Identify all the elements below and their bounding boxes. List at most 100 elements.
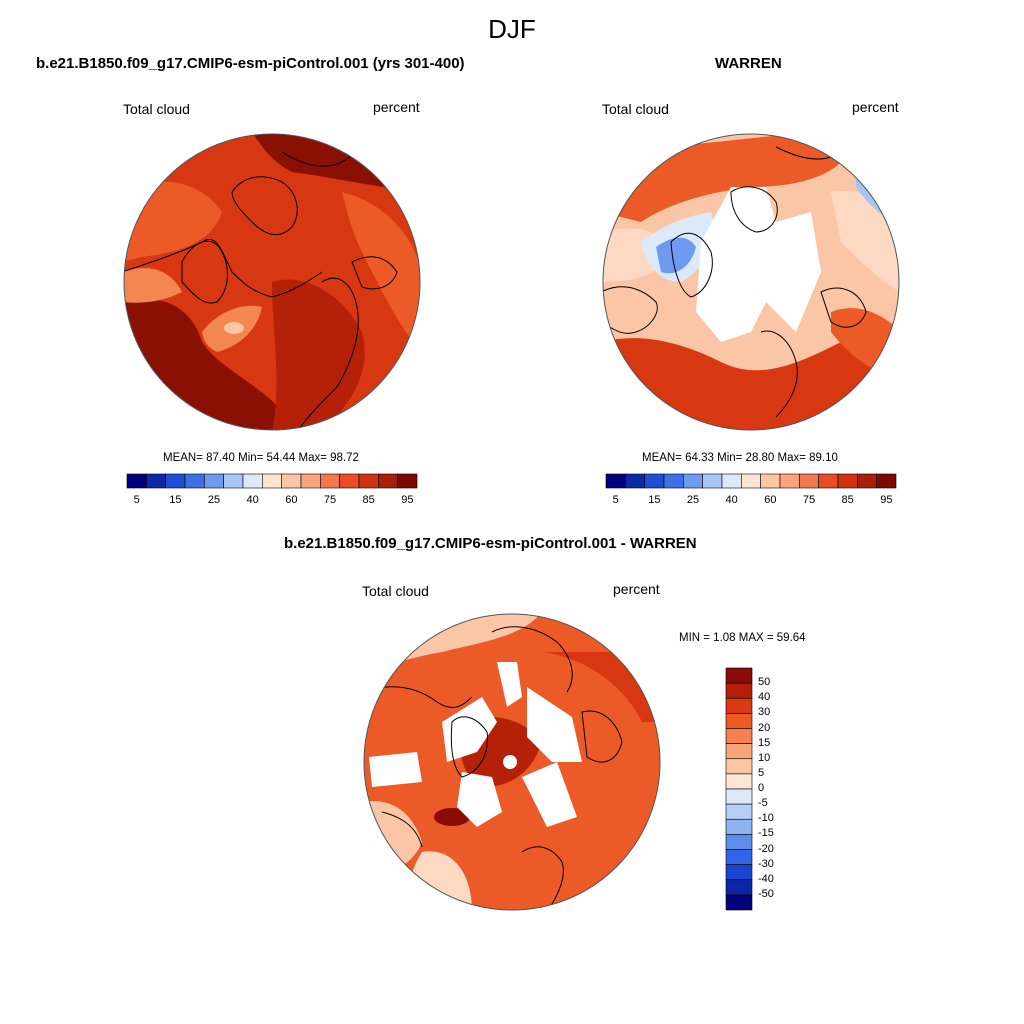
colorbar-tick-label: 5 bbox=[758, 766, 765, 779]
colorbar-swatch bbox=[378, 473, 398, 489]
colorbar-tick-label: 20 bbox=[758, 721, 771, 734]
diff-field-nodata-6 bbox=[522, 762, 577, 827]
colorbar-tick-label: 75 bbox=[323, 494, 337, 506]
colorbar-swatch bbox=[165, 473, 186, 489]
colorbar-swatch bbox=[184, 473, 205, 489]
colorbar-swatch bbox=[857, 473, 877, 489]
colorbar-tick-label: -40 bbox=[758, 872, 774, 885]
panel-diff-units-label: percent bbox=[613, 581, 660, 597]
colorbar-swatch bbox=[725, 894, 753, 911]
model-field-greenland-core bbox=[224, 322, 244, 334]
panel-obs-colorbar bbox=[605, 473, 897, 489]
colorbar-swatch bbox=[721, 473, 742, 489]
colorbar-tick-label: 40 bbox=[246, 494, 259, 506]
colorbar-tick-label: 5 bbox=[133, 494, 140, 506]
colorbar-swatch bbox=[725, 788, 753, 805]
colorbar-swatch bbox=[358, 473, 379, 489]
panel-model-title: b.e21.B1850.f09_g17.CMIP6-esm-piControl.… bbox=[36, 55, 465, 72]
colorbar-swatch bbox=[725, 682, 753, 699]
colorbar-swatch bbox=[300, 473, 321, 489]
colorbar-tick-label: 85 bbox=[841, 494, 854, 506]
panel-obs-units-label: percent bbox=[852, 99, 899, 115]
colorbar-swatch bbox=[242, 473, 263, 489]
colorbar-tick-label: 25 bbox=[686, 494, 700, 506]
colorbar-tick-label: -5 bbox=[758, 797, 768, 810]
colorbar-swatch bbox=[126, 473, 147, 489]
colorbar-swatch bbox=[644, 473, 665, 489]
colorbar-tick-label: 25 bbox=[207, 494, 221, 506]
colorbar-swatch bbox=[725, 834, 753, 850]
model-field-central-dark bbox=[272, 279, 365, 430]
colorbar-swatch bbox=[625, 473, 645, 489]
colorbar-swatch bbox=[725, 818, 753, 835]
diff-field-nodata-4 bbox=[369, 752, 422, 787]
colorbar-tick-label: 40 bbox=[758, 691, 771, 704]
panel-model-stats: MEAN= 87.40 Min= 54.44 Max= 98.72 bbox=[163, 452, 359, 464]
diff-field-pole-hole bbox=[503, 755, 517, 769]
colorbar-swatch bbox=[725, 758, 753, 775]
colorbar-tick-label: 30 bbox=[758, 706, 771, 719]
model-field-left-pale bbox=[124, 268, 182, 303]
colorbar-swatch bbox=[725, 864, 753, 881]
colorbar-swatch bbox=[779, 473, 800, 489]
colorbar-swatch bbox=[683, 473, 703, 489]
panel-obs-variable-label: Total cloud bbox=[602, 101, 669, 117]
colorbar-swatch bbox=[725, 743, 753, 760]
colorbar-swatch bbox=[725, 879, 753, 896]
colorbar-swatch bbox=[837, 473, 858, 489]
colorbar-swatch bbox=[339, 473, 360, 489]
colorbar-tick-label: 15 bbox=[648, 494, 661, 506]
colorbar-tick-label: -30 bbox=[758, 857, 774, 870]
colorbar-swatch bbox=[876, 473, 897, 489]
panel-diff-colorbar bbox=[725, 667, 753, 911]
diff-map-border bbox=[363, 613, 661, 911]
diff-coastlines bbox=[364, 626, 623, 910]
panel-diff-stats: MIN = 1.08 MAX = 59.64 bbox=[679, 632, 806, 644]
diff-field-nodata-1 bbox=[442, 697, 497, 762]
colorbar-tick-label: 95 bbox=[880, 494, 893, 506]
colorbar-swatch bbox=[605, 473, 626, 489]
colorbar-tick-label: -15 bbox=[758, 827, 774, 840]
colorbar-swatch bbox=[760, 473, 781, 489]
model-coastlines bbox=[124, 151, 398, 430]
colorbar-tick-label: 60 bbox=[285, 494, 298, 506]
colorbar-tick-label: 15 bbox=[758, 736, 771, 749]
model-field-east-light bbox=[342, 192, 420, 352]
colorbar-tick-label: 40 bbox=[725, 494, 738, 506]
diff-field-nodata-2 bbox=[497, 662, 522, 707]
colorbar-swatch bbox=[725, 697, 753, 714]
colorbar-tick-label: 10 bbox=[758, 751, 771, 764]
colorbar-swatch bbox=[663, 473, 684, 489]
colorbar-swatch bbox=[262, 473, 282, 489]
panel-obs-stats: MEAN= 64.33 Min= 28.80 Max= 89.10 bbox=[642, 452, 838, 464]
colorbar-swatch bbox=[397, 473, 418, 489]
colorbar-swatch bbox=[725, 773, 753, 790]
panel-obs-title: WARREN bbox=[715, 55, 782, 72]
colorbar-tick-label: 75 bbox=[802, 494, 816, 506]
colorbar-swatch bbox=[725, 728, 753, 744]
colorbar-tick-label: -20 bbox=[758, 842, 774, 855]
colorbar-tick-label: 50 bbox=[758, 676, 771, 689]
colorbar-tick-label: 60 bbox=[764, 494, 777, 506]
obs-field-south-warm bbox=[603, 338, 899, 430]
colorbar-tick-label: -50 bbox=[758, 887, 774, 900]
colorbar-tick-label: 0 bbox=[758, 782, 765, 794]
colorbar-tick-label: 85 bbox=[362, 494, 375, 506]
panel-model-polar-map bbox=[123, 133, 421, 431]
obs-map-border bbox=[602, 133, 900, 431]
colorbar-swatch bbox=[281, 473, 302, 489]
panel-model-variable-label: Total cloud bbox=[123, 101, 190, 117]
obs-field-west-blue bbox=[656, 237, 696, 274]
colorbar-swatch bbox=[725, 849, 753, 865]
obs-field-nodata bbox=[696, 187, 821, 342]
colorbar-tick-label: 95 bbox=[401, 494, 414, 506]
colorbar-swatch bbox=[725, 667, 753, 684]
colorbar-swatch bbox=[725, 803, 753, 820]
panel-model-colorbar bbox=[126, 473, 418, 489]
colorbar-swatch bbox=[741, 473, 761, 489]
diff-field-nodata-3 bbox=[527, 687, 582, 762]
colorbar-swatch bbox=[702, 473, 723, 489]
colorbar-swatch bbox=[818, 473, 839, 489]
panel-diff-polar-map bbox=[363, 613, 661, 911]
colorbar-swatch bbox=[725, 713, 753, 729]
